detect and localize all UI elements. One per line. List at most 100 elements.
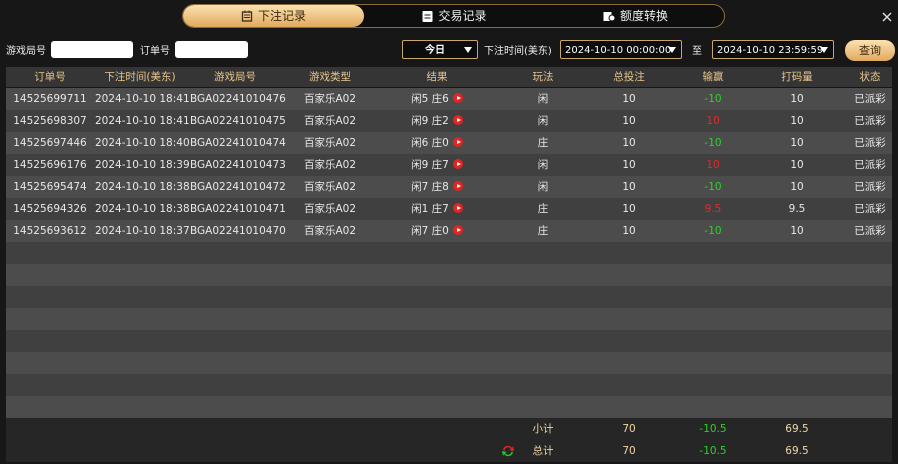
cell-text: 百家乐A02 [303, 137, 357, 149]
cell: 10 [668, 110, 758, 132]
replay-icon[interactable] [452, 115, 463, 125]
replay-icon[interactable] [452, 225, 463, 235]
cell-text: 百家乐A02 [303, 93, 357, 105]
cell-text: 百家乐A02 [303, 181, 357, 193]
end-select[interactable]: 2024-10-10 23:59:59 [712, 40, 834, 59]
cell-text: 10 [790, 137, 804, 149]
cell-text: 2024-10-10 18:40 [95, 137, 190, 149]
search-button[interactable]: 查询 [845, 40, 895, 61]
cell: 14525693612 [5, 220, 95, 242]
cell-text: 闲9 庄2 [411, 115, 449, 127]
tab[interactable]: 下注记录 [183, 5, 364, 27]
cell-text: 10 [706, 115, 720, 127]
cell-text: BGA02241010475 [190, 115, 286, 127]
header-cell: 状态 [859, 71, 881, 83]
cell-text: 庄 [537, 203, 549, 215]
cell-text: 闲 [537, 115, 549, 127]
subtotal-row: 小计 70 -10.5 69.5 [6, 418, 892, 441]
cell: 百家乐A02 [285, 132, 375, 154]
cell-text: 已派彩 [854, 181, 886, 193]
cell-text: 已派彩 [854, 203, 886, 215]
cell: 已派彩 [825, 132, 898, 154]
table-row: 14525694326 2024-10-10 18:38 BGA0224101047… [6, 198, 892, 220]
cell-text: 已派彩 [854, 115, 886, 127]
empty-row [6, 330, 892, 352]
cell: 闲7 庄8 [392, 176, 482, 198]
summary-win-loss: -10.5 [699, 445, 727, 457]
cell: 10 [584, 88, 674, 110]
replay-icon[interactable] [452, 203, 463, 213]
total-row: 总计 70 -10.5 69.5 [6, 440, 892, 462]
period-value: 今日 [425, 45, 445, 56]
replay-icon[interactable] [452, 93, 463, 103]
cell: BGA02241010474 [190, 132, 286, 154]
table-header: 订单号 下注时间(美东) 游戏局号 游戏类型 结果 玩法 总投注 输赢 打码量 状态 [6, 67, 892, 87]
cell: 9.5 [752, 198, 842, 220]
cell-text: 10 [622, 203, 636, 215]
replay-icon[interactable] [452, 181, 463, 191]
time-label: 下注时间(美东) [484, 46, 552, 57]
cell: 百家乐A02 [285, 220, 375, 242]
header-cell: 结果 [426, 71, 448, 83]
cell-text: BGA02241010470 [190, 225, 286, 237]
cell: 10 [752, 132, 842, 154]
cell-text: 10 [622, 159, 636, 171]
table-row: 14525695474 2024-10-10 18:38 BGA0224101047… [6, 176, 892, 198]
cell-text: BGA02241010471 [190, 203, 286, 215]
cell: 庄 [498, 132, 588, 154]
cell-text: 10 [622, 93, 636, 105]
start-select[interactable]: 2024-10-10 00:00:00 [560, 40, 682, 59]
cell-text: -10 [704, 181, 722, 193]
cell: BGA02241010472 [190, 176, 286, 198]
cell-text: 闲 [537, 159, 549, 171]
cell: 已派彩 [825, 154, 898, 176]
cell: 百家乐A02 [285, 198, 375, 220]
order-label: 订单号 [140, 46, 170, 57]
cell: BGA02241010476 [190, 88, 286, 110]
round-input[interactable] [51, 41, 133, 58]
cell-text: 闲 [537, 93, 549, 105]
cell: 10 [584, 198, 674, 220]
replay-icon[interactable] [452, 159, 463, 169]
order-input[interactable] [175, 41, 248, 58]
cell: -10 [668, 132, 758, 154]
cell-text: 已派彩 [854, 93, 886, 105]
to-label: 至 [692, 46, 702, 57]
cell-text: 闲1 庄7 [411, 203, 449, 215]
tab[interactable]: 交易记录 [364, 5, 545, 27]
cell-text: 2024-10-10 18:38 [95, 203, 190, 215]
cell: 闲 [498, 154, 588, 176]
refresh-icon[interactable] [501, 444, 515, 458]
cell: 10 [584, 176, 674, 198]
cell-text: 庄 [537, 225, 549, 237]
cell: 2024-10-10 18:41 [95, 110, 190, 132]
tab[interactable]: 额度转换 [545, 5, 724, 27]
close-button[interactable] [882, 12, 892, 22]
cell-text: 百家乐A02 [303, 225, 357, 237]
replay-icon[interactable] [452, 137, 463, 147]
cell: 10 [584, 132, 674, 154]
cell-text: 10 [706, 159, 720, 171]
cell: 14525697446 [5, 132, 95, 154]
cell-text: 2024-10-10 18:41 [95, 115, 190, 127]
cell: 10 [584, 220, 674, 242]
cell: 闲7 庄0 [392, 220, 482, 242]
tab-bar: 下注记录 交易记录 额度转换 [182, 4, 725, 28]
cell-text: BGA02241010474 [190, 137, 286, 149]
cell-text: 2024-10-10 18:38 [95, 181, 190, 193]
cell: 14525698307 [5, 110, 95, 132]
cell: 闲1 庄7 [392, 198, 482, 220]
cell: 10 [752, 154, 842, 176]
cell-text: 10 [622, 137, 636, 149]
period-select[interactable]: 今日 [402, 40, 478, 59]
cell: 10 [668, 154, 758, 176]
cell: -10 [668, 88, 758, 110]
cell: 10 [752, 220, 842, 242]
summary-label: 总计 [532, 445, 554, 457]
header-cell: 总投注 [613, 71, 645, 83]
cell-text: BGA02241010473 [190, 159, 286, 171]
cell: 14525695474 [5, 176, 95, 198]
empty-row [6, 286, 892, 308]
tab-label: 交易记录 [438, 9, 487, 23]
cell: 已派彩 [825, 176, 898, 198]
